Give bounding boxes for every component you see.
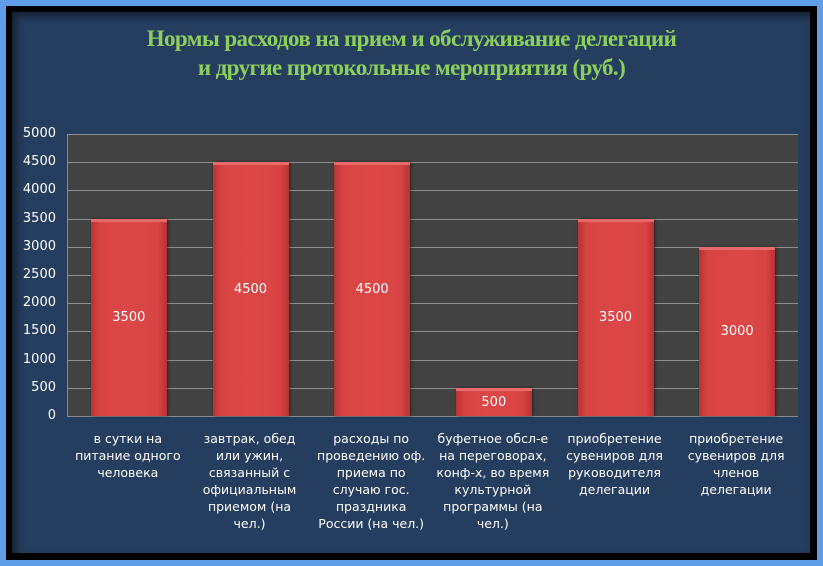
bar-value-label: 3000 [720,324,754,340]
chart-title: Нормы расходов на прием и обслуживание д… [0,24,823,82]
bar: 500 [455,387,532,416]
category-label: приобретение сувениров для руководителя … [566,431,663,497]
gridline [68,359,798,361]
gridline [68,275,798,276]
gridline [68,190,798,192]
y-tick-label: 4000 [22,182,56,198]
bar-value-label: 3500 [598,310,633,326]
category-label: расходы по проведению оф. приема по случ… [317,431,426,531]
y-tick-label: 0 [47,408,56,423]
y-tick-label: 2000 [22,295,56,311]
bar: 3000 [699,246,776,416]
gridline [68,331,798,333]
gridline [68,303,798,305]
category-label: приобретение сувениров для членов делега… [687,431,785,497]
bar: 4500 [334,162,411,416]
bar-value-label: 4500 [233,282,268,298]
gridline [68,387,798,389]
gridline [68,162,798,164]
gridline [68,134,798,135]
gridline [68,246,798,248]
y-tick-label: 500 [31,379,56,395]
bar-value-label: 4500 [355,282,389,298]
y-tick-label: 2500 [22,267,56,282]
bar: 4500 [212,162,289,416]
bar: 3500 [90,218,167,416]
bar: 3500 [577,218,654,416]
gridline [68,218,798,220]
y-tick-label: 3000 [22,238,56,254]
bar-value-label: 500 [481,394,507,410]
plot-area: 3500 4500 4500 500 3500 3000 [67,134,798,417]
bar-value-label: 3500 [112,310,146,326]
category-label: завтрак, обед или ужин, связанный с офиц… [202,431,297,531]
category-label: буфетное обсл-е на переговорах, конф-х, … [436,431,550,531]
category-label: в сутки на питание одного человека [75,431,181,480]
title-line-1: Нормы расходов на прием и обслуживание д… [146,26,677,51]
y-tick-label: 1000 [22,351,56,367]
y-tick-label: 3500 [22,210,56,226]
y-tick-label: 4500 [22,154,56,170]
y-tick-label: 1500 [22,323,56,339]
y-tick-label: 5000 [22,126,56,141]
title-line-2: и другие протокольные мероприятия (руб.) [197,55,626,80]
